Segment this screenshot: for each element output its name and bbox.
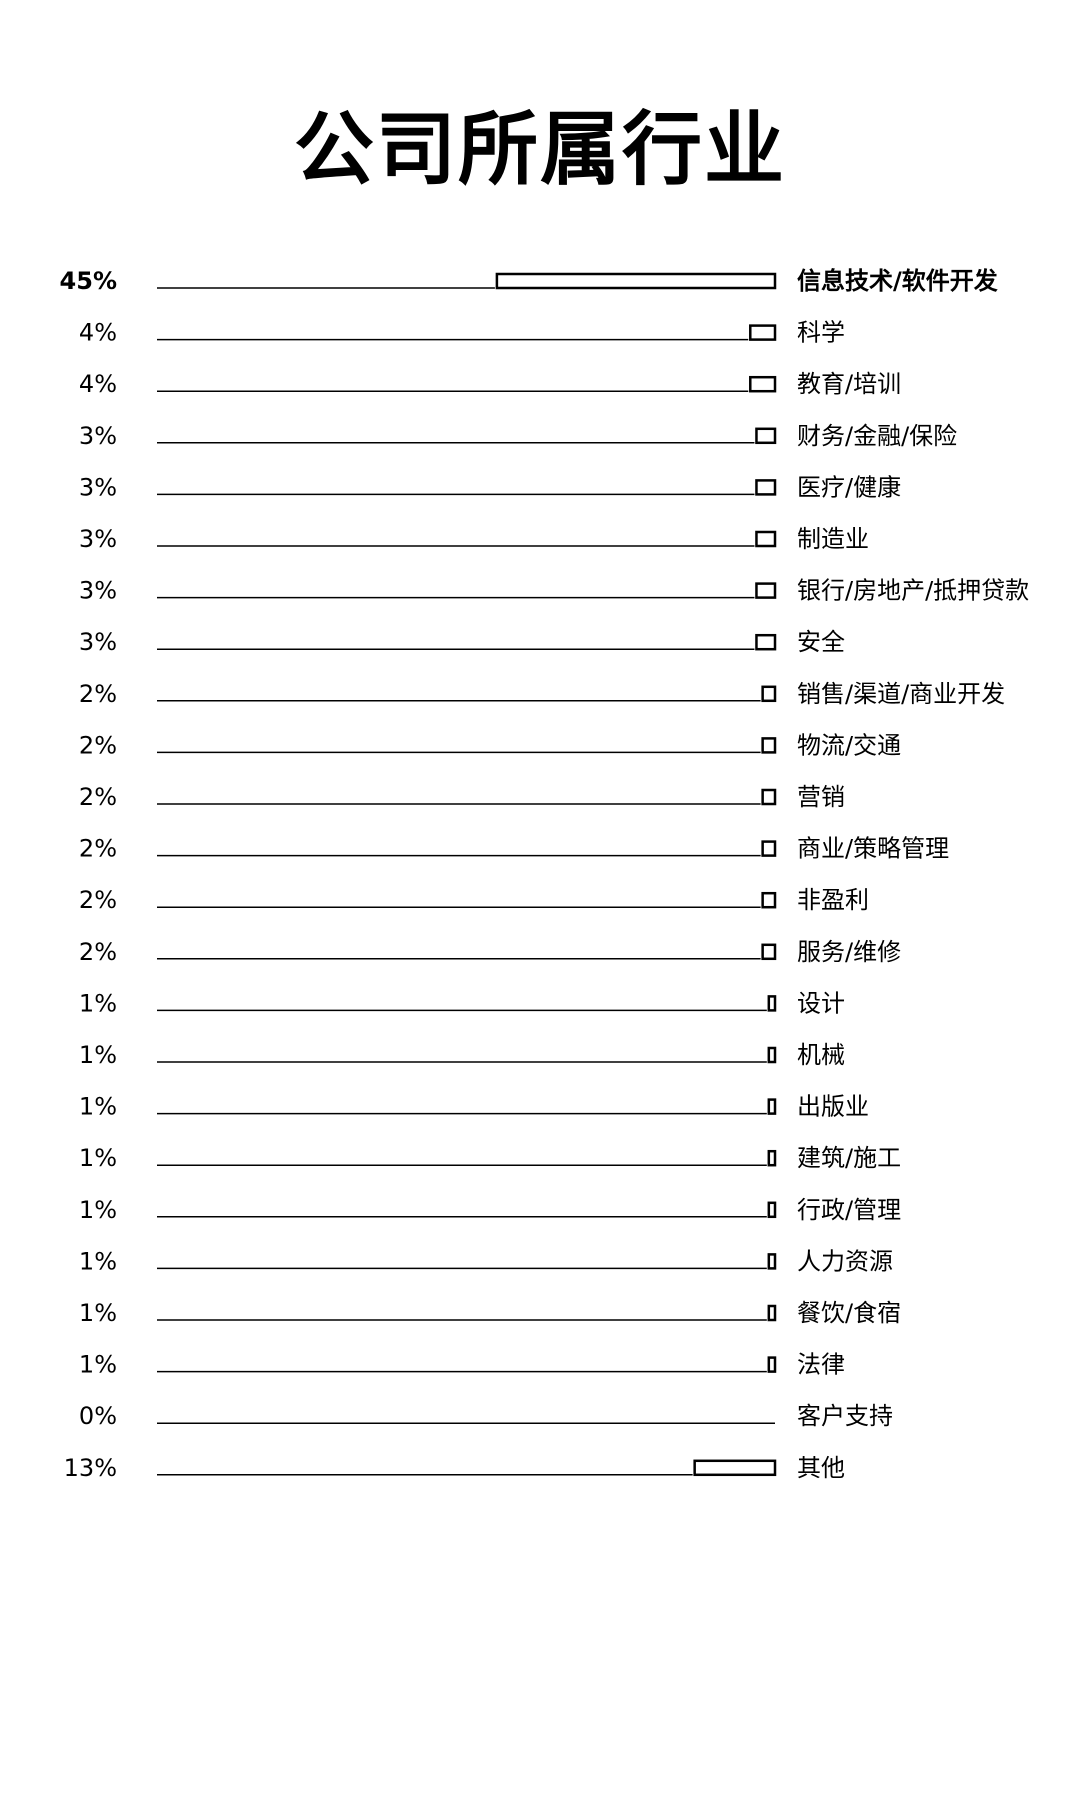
bar-row: 4% 教育/培训	[79, 370, 901, 398]
value-label: 2%	[79, 835, 117, 863]
bar	[767, 1253, 777, 1270]
bar	[495, 272, 777, 290]
bar-row: 1% 餐饮/食宿	[79, 1299, 901, 1327]
value-label: 4%	[79, 370, 117, 398]
bar-row: 1% 设计	[79, 989, 845, 1017]
bar-row: 13% 其他	[64, 1454, 845, 1482]
category-label: 营销	[797, 783, 845, 811]
category-label: 信息技术/软件开发	[797, 267, 998, 295]
bar	[767, 1201, 777, 1219]
bar-row: 1% 行政/管理	[79, 1196, 901, 1224]
bar-row: 1% 人力资源	[79, 1247, 893, 1275]
bar-row: 2% 物流/交通	[79, 731, 901, 759]
category-label: 客户支持	[797, 1402, 893, 1430]
category-label: 人力资源	[797, 1247, 893, 1275]
bar	[767, 995, 777, 1012]
category-label: 安全	[797, 628, 845, 656]
bar-row: 1% 法律	[79, 1351, 845, 1379]
bar-row: 3% 制造业	[79, 525, 869, 553]
value-label: 2%	[79, 680, 117, 708]
bar-row: 1% 机械	[79, 1041, 845, 1069]
category-label: 教育/培训	[797, 370, 901, 398]
bar-row: 45% 信息技术/软件开发	[60, 267, 998, 295]
category-label: 行政/管理	[797, 1196, 901, 1224]
bar	[761, 788, 777, 806]
value-label: 3%	[79, 628, 117, 656]
bar	[767, 1304, 777, 1322]
bar	[693, 1459, 777, 1477]
category-label: 餐饮/食宿	[797, 1299, 901, 1327]
bar	[761, 840, 777, 857]
value-label: 2%	[79, 886, 117, 914]
bar-row: 2% 商业/策略管理	[79, 835, 949, 863]
bar-row: 2% 营销	[79, 783, 845, 811]
value-label: 2%	[79, 731, 117, 759]
value-label: 1%	[79, 1144, 117, 1172]
value-label: 4%	[79, 319, 117, 347]
category-label: 非盈利	[797, 886, 869, 914]
bar	[767, 1356, 777, 1373]
value-label: 45%	[60, 267, 117, 295]
bar	[761, 943, 777, 961]
category-label: 物流/交通	[797, 731, 901, 759]
bar	[755, 479, 777, 496]
bar-row: 0% 客户支持	[79, 1402, 893, 1430]
category-label: 法律	[797, 1351, 845, 1379]
category-label: 机械	[797, 1041, 845, 1069]
bar	[767, 1046, 777, 1064]
category-label: 制造业	[797, 525, 869, 553]
category-label: 银行/房地产/抵押贷款	[797, 577, 1029, 605]
value-label: 3%	[79, 577, 117, 605]
category-label: 服务/维修	[797, 938, 901, 966]
bar	[749, 324, 777, 341]
chart-title: 公司所属行业	[294, 103, 786, 196]
value-label: 2%	[79, 783, 117, 811]
bar	[761, 685, 777, 703]
bar-row: 4% 科学	[79, 319, 845, 347]
value-label: 13%	[64, 1454, 117, 1482]
category-label: 医疗/健康	[797, 473, 901, 501]
bar-row: 2% 服务/维修	[79, 938, 901, 966]
category-label: 财务/金融/保险	[797, 422, 957, 450]
bar	[749, 375, 777, 393]
value-label: 1%	[79, 1196, 117, 1224]
value-label: 2%	[79, 938, 117, 966]
bar	[767, 1098, 777, 1115]
category-label: 商业/策略管理	[797, 835, 949, 863]
bar-row: 2% 销售/渠道/商业开发	[79, 680, 1005, 708]
bar-row: 3% 医疗/健康	[79, 473, 901, 501]
bar-row: 3% 安全	[79, 628, 845, 656]
value-label: 1%	[79, 1093, 117, 1121]
bar-row: 3% 财务/金融/保险	[79, 422, 957, 450]
category-label: 设计	[797, 989, 845, 1017]
value-label: 1%	[79, 1247, 117, 1275]
value-label: 1%	[79, 1041, 117, 1069]
category-label: 其他	[797, 1454, 845, 1482]
value-label: 1%	[79, 989, 117, 1017]
bar	[767, 1149, 777, 1167]
value-label: 3%	[79, 525, 117, 553]
bar	[761, 737, 777, 754]
bar	[755, 633, 777, 651]
bar-row: 3% 银行/房地产/抵押贷款	[79, 577, 1029, 605]
value-label: 3%	[79, 422, 117, 450]
value-label: 1%	[79, 1351, 117, 1379]
value-label: 0%	[79, 1402, 117, 1430]
bar-row: 2% 非盈利	[79, 886, 869, 914]
category-label: 科学	[797, 319, 845, 347]
bar-row: 1% 建筑/施工	[79, 1144, 901, 1172]
bar	[755, 530, 777, 548]
category-label: 销售/渠道/商业开发	[797, 680, 1005, 708]
category-label: 建筑/施工	[797, 1144, 901, 1172]
bar-row: 1% 出版业	[79, 1093, 869, 1121]
category-label: 出版业	[797, 1093, 869, 1121]
bar	[761, 891, 777, 909]
value-label: 1%	[79, 1299, 117, 1327]
bar	[755, 582, 777, 599]
bar	[755, 427, 777, 445]
value-label: 3%	[79, 473, 117, 501]
